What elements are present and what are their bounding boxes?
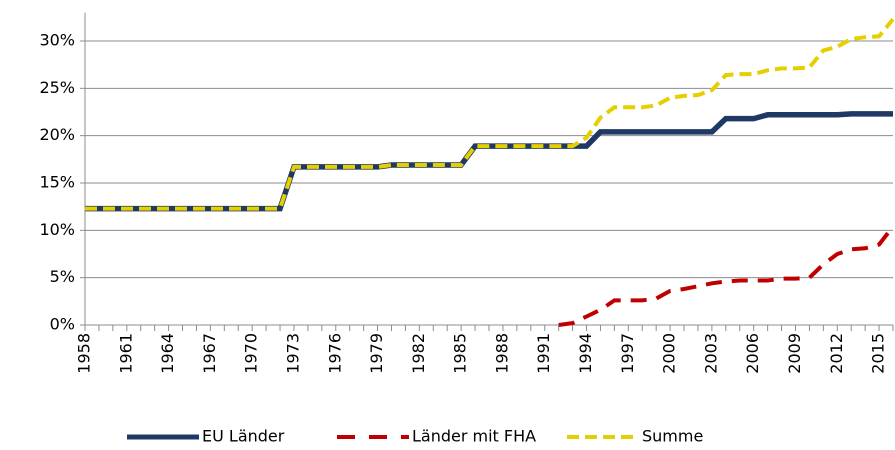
series-line [85, 111, 893, 212]
legend-label: EU Länder [202, 427, 285, 446]
x-tick-label: 2003 [701, 333, 720, 374]
x-tick-label: 1967 [200, 333, 219, 374]
x-tick-label: 1979 [367, 333, 386, 374]
legend-label: Summe [642, 427, 703, 446]
y-tick-label: 15% [39, 172, 75, 191]
x-tick-label: 1997 [618, 333, 637, 374]
series-line [558, 225, 895, 327]
legend-label: Länder mit FHA [412, 427, 536, 446]
y-tick-label: 30% [39, 30, 75, 49]
x-tick-label: 2012 [827, 333, 846, 374]
series-line [85, 17, 895, 211]
y-tick-label: 25% [39, 78, 75, 97]
x-tick-label: 1985 [451, 333, 470, 374]
y-tick-label: 0% [50, 315, 75, 334]
x-tick-label: 1973 [283, 333, 302, 374]
x-tick-label: 1976 [325, 333, 344, 374]
x-tick-label: 1982 [409, 333, 428, 374]
y-tick-label: 5% [50, 267, 75, 286]
x-tick-label: 1958 [75, 333, 94, 374]
x-tick-label: 2009 [785, 333, 804, 374]
x-tick-label: 1991 [534, 333, 553, 374]
x-tick-label: 1970 [242, 333, 261, 374]
x-tick-label: 1961 [116, 333, 135, 374]
x-tick-label: 2006 [743, 333, 762, 374]
x-tick-label: 1964 [158, 333, 177, 374]
y-tick-label: 20% [39, 125, 75, 144]
x-tick-label: 1994 [576, 333, 595, 374]
x-tick-label: 2000 [660, 333, 679, 374]
x-tick-label: 1988 [492, 333, 511, 374]
x-tick-label: 2015 [869, 333, 888, 374]
y-tick-label: 10% [39, 220, 75, 239]
